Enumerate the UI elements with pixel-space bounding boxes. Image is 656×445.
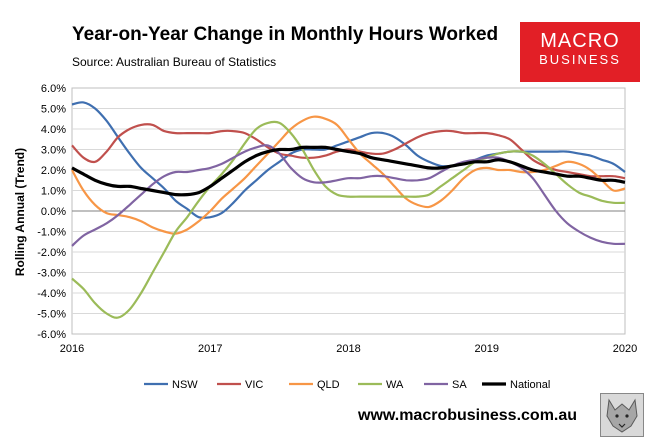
series-line-national	[71, 145, 626, 197]
y-tick-label: -3.0%	[37, 268, 66, 280]
series-line-wa	[71, 120, 626, 319]
series-line-sa	[71, 144, 626, 247]
series-lines	[71, 101, 626, 319]
series-line-vic	[71, 123, 626, 180]
series-line-qld	[71, 115, 626, 235]
legend: NSW VIC QLD WA SA National	[144, 379, 550, 391]
legend-label-qld: QLD	[317, 379, 340, 391]
y-tick-label: 0.0%	[41, 206, 66, 218]
legend-label-nsw: NSW	[172, 379, 198, 391]
y-tick-label: -2.0%	[37, 247, 66, 259]
legend-label-vic: VIC	[245, 379, 263, 391]
macrobusiness-logo: MACRO BUSINESS	[520, 22, 640, 82]
y-tick-label: -4.0%	[37, 288, 66, 300]
legend-label-wa: WA	[386, 379, 404, 391]
y-tick-label: 4.0%	[41, 124, 66, 136]
y-tick-label: 1.0%	[41, 186, 66, 198]
chart-title: Year-on-Year Change in Monthly Hours Wor…	[72, 24, 499, 45]
y-axis-label: Rolling Annual (Trend)	[13, 148, 27, 276]
y-tick-label: -1.0%	[37, 227, 66, 239]
y-tick-label: -5.0%	[37, 309, 66, 321]
wolf-icon	[606, 398, 638, 433]
logo-line1: MACRO	[540, 30, 620, 52]
y-tick-label: 3.0%	[41, 145, 66, 157]
x-tick-label: 2019	[475, 343, 499, 355]
logo-line2: BUSINESS	[539, 52, 621, 67]
x-tick-label: 2018	[336, 343, 360, 355]
x-tick-labels: 2016 2017 2018 2019 2020	[60, 343, 637, 355]
x-tick-label: 2016	[60, 343, 84, 355]
chart-source: Source: Australian Bureau of Statistics	[72, 55, 277, 69]
x-tick-label: 2020	[613, 343, 637, 355]
wolf-logo-image	[600, 393, 644, 437]
x-tick-label: 2017	[198, 343, 222, 355]
y-tick-label: 2.0%	[41, 165, 66, 177]
series-line-nsw	[71, 101, 626, 220]
y-tick-label: 5.0%	[41, 104, 66, 116]
y-tick-label: -6.0%	[37, 329, 66, 341]
legend-label-sa: SA	[452, 379, 467, 391]
y-tick-labels: 6.0% 5.0% 4.0% 3.0% 2.0% 1.0% 0.0% -1.0% -2.0% -3…	[37, 83, 66, 341]
legend-label-national: National	[510, 379, 550, 391]
footer-url: www.macrobusiness.com.au	[358, 407, 578, 424]
y-tick-label: 6.0%	[41, 83, 66, 95]
